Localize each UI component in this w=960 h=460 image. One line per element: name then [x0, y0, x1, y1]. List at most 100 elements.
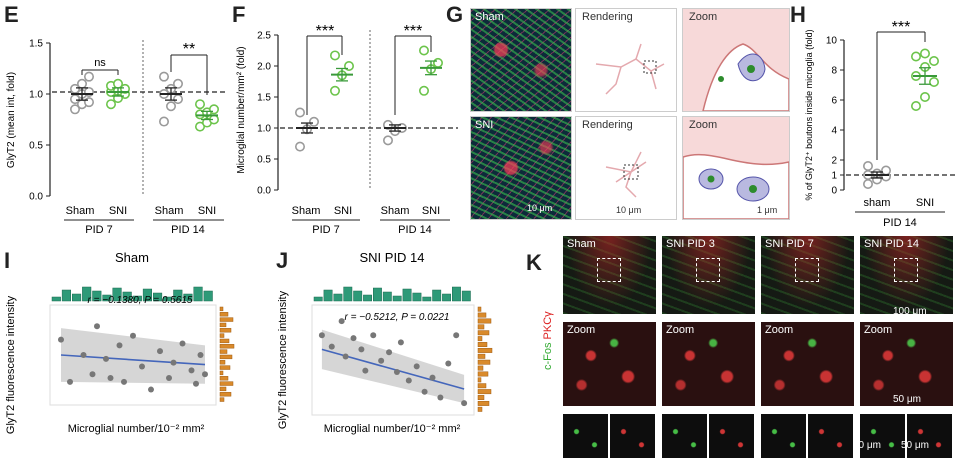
data-point [209, 104, 220, 115]
y-tick-label: 0 [831, 186, 837, 197]
y-tick-label: 1.0 [29, 90, 43, 101]
data-point [70, 104, 81, 115]
data-point [330, 50, 341, 61]
data-point [89, 371, 96, 378]
data-point [159, 116, 170, 127]
histogram-bar [173, 289, 183, 302]
histogram-bar [442, 293, 451, 302]
histogram-bar [219, 306, 224, 312]
micrograph-sham-raw: Sham [470, 8, 572, 112]
histogram-bar [142, 288, 152, 302]
k-cfos-channel [662, 414, 707, 458]
scale-bar-label: 50 μm [901, 440, 929, 451]
data-point [911, 101, 922, 112]
data-point [103, 355, 109, 362]
data-point [929, 77, 940, 88]
histogram-bar [163, 296, 173, 302]
panel-label-f: F [232, 2, 246, 27]
data-point [193, 380, 199, 387]
data-point [421, 388, 428, 395]
zoom-region-box [795, 258, 819, 282]
microglia-rendering-icon [605, 151, 647, 198]
histogram-bar [477, 359, 491, 365]
panel-label-i: I [4, 248, 11, 273]
data-point [295, 141, 306, 152]
histogram-bar [323, 289, 333, 302]
scale-bar-label: 50 μm [893, 394, 921, 405]
zoom-rendering-icon [702, 43, 789, 111]
sig-label-double-star: ** [183, 41, 195, 58]
data-point [863, 161, 874, 172]
k-zoom-2: Zoom [761, 322, 854, 406]
histogram-bar [477, 342, 488, 347]
scale-bar-label: 10 μm [616, 205, 642, 215]
data-point [173, 94, 184, 105]
microglia-rendering-icon [595, 43, 665, 95]
y-axis-label: % of GlyT2⁺ boutons inside microglia (fo… [804, 29, 814, 200]
zoom-region-box [696, 258, 720, 282]
data-point [419, 85, 430, 96]
data-point [77, 78, 88, 89]
data-point [309, 116, 320, 127]
y-tick-label: 2.0 [257, 62, 271, 73]
zoom-region-box [597, 258, 621, 282]
data-point [920, 92, 931, 103]
histogram-bar [412, 292, 422, 302]
x-label-sni-2: SNI [422, 205, 440, 217]
histogram-bar [422, 296, 432, 302]
x-label-sni-1: SNI [334, 205, 352, 217]
data-point [84, 71, 95, 82]
histogram-bar [477, 389, 492, 395]
zoom-label: Zoom [864, 324, 893, 336]
data-point [437, 394, 444, 401]
x-axis-label: Microglial number/10⁻² mm² [324, 423, 461, 435]
x-label-sham: sham [864, 197, 891, 209]
zoom-label: Zoom [567, 324, 596, 336]
histogram-bar [382, 291, 392, 302]
x-label-sham-2: Sham [155, 205, 184, 217]
y-axis-label: GlyT2 (mean int, fold) [6, 72, 17, 168]
histogram-bar [452, 286, 461, 302]
histogram-bar [477, 324, 485, 330]
pid-label-7: PID 7 [85, 224, 113, 235]
y-tick-label: 0.0 [257, 186, 271, 197]
data-point [419, 45, 430, 56]
histogram-bar [477, 347, 493, 353]
rendering-sham: Rendering [575, 8, 677, 112]
k-zoom-1: Zoom [662, 322, 755, 406]
histogram-bar [402, 288, 412, 302]
data-point [148, 386, 154, 393]
histogram-bar [477, 312, 487, 318]
data-point [179, 340, 186, 347]
histogram-bar [132, 295, 142, 302]
histogram-bar [219, 392, 232, 397]
confidence-band [321, 329, 465, 404]
data-point [80, 352, 87, 358]
y-axis-label: GlyT2 fluorescence intensity [5, 295, 17, 434]
k-pkc-channel [709, 414, 754, 458]
data-point [139, 363, 145, 370]
histogram-bar [219, 360, 226, 365]
histogram-bar [183, 293, 193, 302]
scale-bar-label: 100 μm [893, 306, 927, 317]
histogram-bar [353, 290, 363, 302]
k-col-label: SNI PID 3 [666, 238, 715, 250]
zoom-rendering-icon [683, 153, 789, 219]
data-point [58, 336, 64, 343]
data-point [170, 359, 177, 366]
histogram-bar [51, 296, 61, 302]
panel-label-g: G [446, 2, 464, 27]
histogram-bar [432, 289, 442, 302]
y-axis-label: GlyT2 fluorescence intensity [277, 290, 289, 429]
k-cfos-channel [761, 414, 806, 458]
panel-j-chart: SNI PID 14 r = −0.5212, P = 0.0221 GlyT2… [277, 250, 493, 435]
data-point [383, 135, 394, 146]
data-point [67, 378, 73, 385]
data-point [94, 323, 100, 330]
y-tick-label: 4 [831, 126, 837, 137]
k-overview-1: SNI PID 3 [662, 236, 755, 314]
k-col-label: Sham [567, 238, 596, 250]
k-cfos-channel [860, 414, 905, 458]
sig-label-h: *** [892, 19, 911, 36]
histogram-bar [112, 287, 122, 302]
